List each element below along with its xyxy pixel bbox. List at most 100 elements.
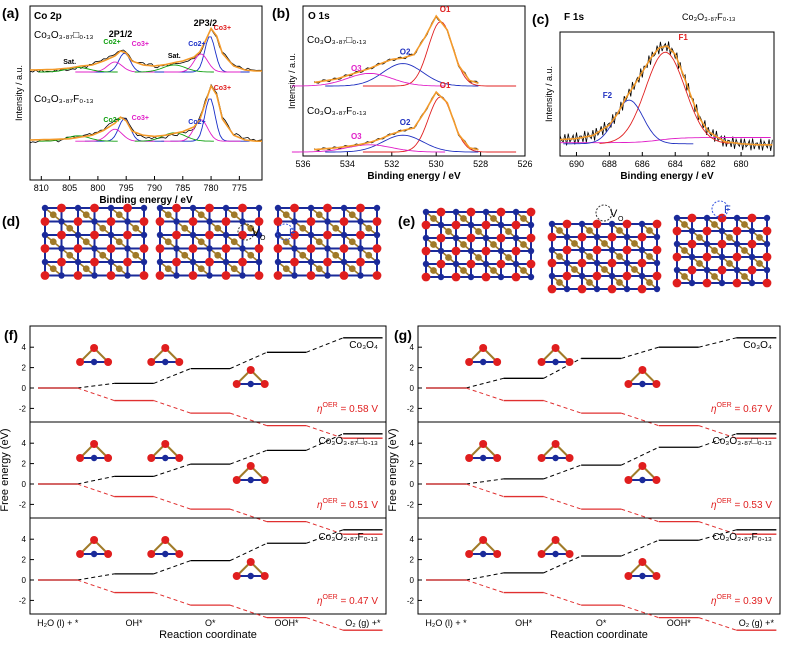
co-atom <box>563 259 571 267</box>
y-tick-label: -2 <box>19 500 27 509</box>
co-atom <box>274 258 282 266</box>
co-atom <box>90 358 98 366</box>
x-tick-label: 684 <box>668 159 683 169</box>
co-atom <box>274 204 282 212</box>
co-atom <box>711 247 718 254</box>
o-atom <box>339 217 349 226</box>
o-atom <box>260 572 269 580</box>
o-atom <box>747 265 757 275</box>
co-atom <box>189 204 197 212</box>
o-atom <box>551 536 560 544</box>
sample-name: Co₃O₃.₈₇□₀.₁₃ <box>307 35 366 46</box>
co-atom <box>623 285 631 293</box>
co-atom <box>115 238 123 246</box>
co-atom <box>718 227 726 235</box>
co-atom <box>505 228 512 235</box>
energy-connector <box>229 449 268 465</box>
co-atom <box>164 265 172 273</box>
ideal-connector <box>621 604 659 619</box>
ideal-connector <box>229 412 268 427</box>
y-tick-label: 2 <box>22 364 27 373</box>
y-tick-label: 0 <box>410 480 415 489</box>
o-atom <box>687 213 697 223</box>
co-atom <box>162 454 169 462</box>
o-atom <box>637 258 647 268</box>
o-atom <box>526 259 536 269</box>
co-atom <box>703 240 711 248</box>
y-tick-label: 4 <box>410 439 415 448</box>
o-atom <box>526 207 536 217</box>
co-atom <box>763 266 771 274</box>
o-atom <box>624 572 633 580</box>
co-atom <box>616 227 623 234</box>
co-atom <box>552 454 559 462</box>
co-atom <box>445 228 452 235</box>
o-atom <box>638 366 647 374</box>
o-atom <box>551 440 560 448</box>
o-atom <box>747 239 757 249</box>
o-atom <box>155 271 165 280</box>
co-atom <box>49 265 57 273</box>
y-tick-label: -2 <box>19 404 27 413</box>
component-peak <box>84 118 165 142</box>
co-atom <box>140 204 148 212</box>
o-atom <box>147 358 156 366</box>
co-atom <box>505 254 512 261</box>
x-tick-label: 800 <box>90 183 105 193</box>
energy-panels: (f) -2 0 2 4 Co₃O₄ ηOER = 0.58 V -2 0 2 4 Co₃O₃.₈₇□… <box>0 325 781 641</box>
component-peak <box>291 144 446 153</box>
background-line <box>560 137 771 144</box>
co-atom <box>239 218 246 225</box>
o-atom <box>161 536 170 544</box>
co-atom <box>222 258 230 266</box>
co-atom <box>222 231 230 239</box>
co-atom <box>115 265 123 273</box>
o-atom <box>607 232 617 242</box>
co-atom <box>373 204 381 212</box>
co-atom <box>563 233 571 241</box>
o-atom <box>139 217 149 226</box>
co-atom <box>639 476 646 484</box>
co-atom <box>340 204 348 212</box>
o-atom <box>496 259 506 269</box>
o-atom <box>221 217 231 226</box>
o-atom <box>356 203 365 213</box>
co-atom <box>181 224 189 232</box>
co-atom <box>673 240 681 248</box>
category-label: OH* <box>125 618 143 628</box>
y-tick-label: -2 <box>407 596 415 605</box>
co-atom <box>206 245 213 252</box>
co-atom <box>711 273 718 280</box>
o-atom <box>76 454 85 462</box>
co-atom <box>497 273 505 281</box>
o-atom <box>511 220 521 230</box>
co-atom <box>299 251 307 259</box>
y-tick-label: 4 <box>22 343 27 352</box>
panel-label-b: (b) <box>272 5 290 21</box>
ideal-connector <box>77 579 115 594</box>
peak-label-f2: F2 <box>603 91 613 100</box>
o-atom <box>290 230 299 240</box>
ideal-connector <box>229 508 268 523</box>
o-atom <box>577 258 587 268</box>
orbital-label-2p12: 2P1/2 <box>109 29 133 39</box>
o-atom <box>652 572 661 580</box>
o-atom <box>90 257 99 267</box>
f-site-label: F <box>724 204 731 216</box>
x-tick-label: 530 <box>429 159 444 169</box>
co-atom <box>124 218 131 225</box>
co-atom <box>688 279 696 287</box>
co-atom <box>82 265 90 273</box>
x-tick-label: 528 <box>473 159 488 169</box>
energy-connector <box>229 542 268 562</box>
y-tick-label: 2 <box>410 460 415 469</box>
co-atom <box>422 234 430 242</box>
x-tick-label: 680 <box>734 159 749 169</box>
peak-label-f1: F1 <box>679 33 689 42</box>
panel-b-xlabel: Binding energy / eV <box>367 171 461 182</box>
o-atom <box>562 219 572 229</box>
co-atom <box>763 214 771 222</box>
ideal-connector <box>229 604 268 619</box>
ideal-connector <box>153 496 191 510</box>
o-atom <box>57 203 66 213</box>
